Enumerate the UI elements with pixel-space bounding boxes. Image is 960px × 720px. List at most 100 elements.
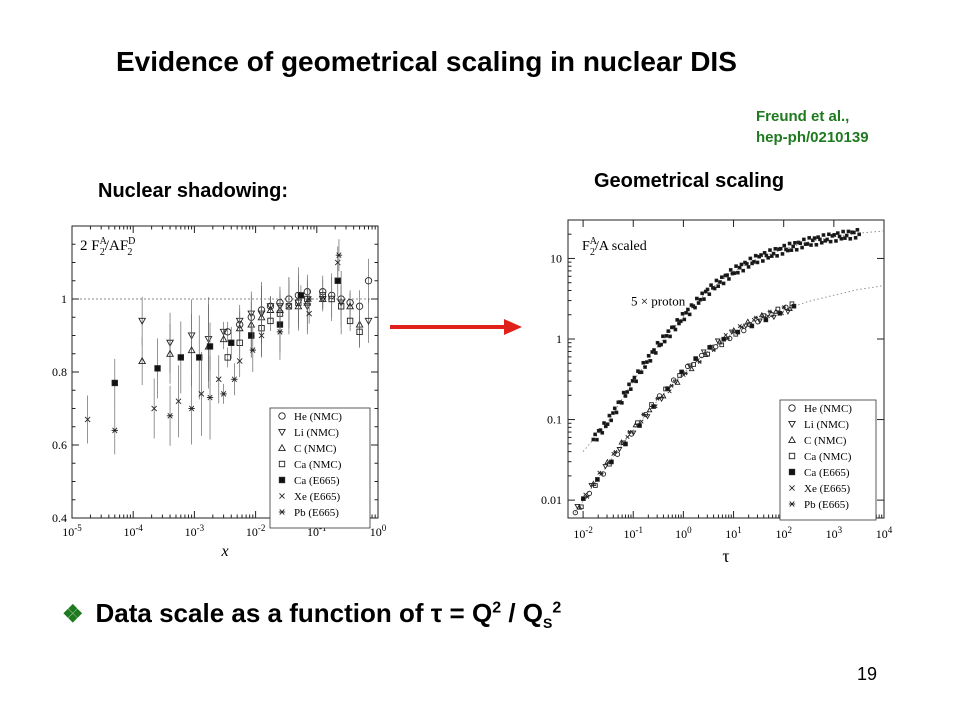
nuclear-data-point <box>639 419 644 424</box>
bullet-subscript: S <box>543 615 553 632</box>
x-tick-label: 102 <box>775 525 792 541</box>
nuclear-data-point <box>709 344 714 349</box>
nuclear-data-point <box>644 414 651 420</box>
proton-data-point <box>732 271 737 275</box>
legend-marker <box>788 435 796 444</box>
arrow-icon <box>390 319 522 335</box>
proton-data-point <box>771 251 776 256</box>
proton-data-point <box>628 387 633 391</box>
data-point <box>334 259 341 266</box>
x-tick-label: 10-2 <box>246 523 266 539</box>
nuclear-data-point <box>769 311 775 318</box>
proton-data-point <box>857 232 861 237</box>
data-point <box>346 302 355 310</box>
proton-data-point <box>800 245 804 250</box>
nuclear-data-point <box>646 406 653 413</box>
x-tick-label: 10-3 <box>185 523 205 539</box>
page-number: 19 <box>857 664 878 684</box>
data-point <box>166 412 174 419</box>
proton-data-point <box>659 342 663 347</box>
proton-data-point <box>696 301 701 305</box>
legend-label: Xe (E665) <box>294 491 340 503</box>
proton-data-point <box>734 264 738 268</box>
proton-data-point <box>752 260 756 264</box>
data-point <box>305 296 313 302</box>
proton-data-point <box>620 401 624 405</box>
data-point <box>228 339 235 346</box>
legend-label: C (NMC) <box>294 443 337 455</box>
proton-data-point <box>737 265 742 270</box>
proton-data-point <box>678 319 683 324</box>
y-tick-label: 1 <box>556 332 562 346</box>
proton-data-point <box>789 248 794 252</box>
data-point <box>138 356 147 365</box>
nuclear-data-point <box>756 318 763 324</box>
proton-data-point <box>819 240 824 245</box>
proton-data-point <box>718 280 722 284</box>
proton-data-point <box>611 411 615 415</box>
nuclear-data-point <box>667 389 672 394</box>
proton-data-point <box>741 268 746 273</box>
data-point <box>319 292 326 299</box>
proton-data-point <box>680 311 685 316</box>
nuclear-data-point <box>693 356 698 361</box>
legend-marker <box>278 443 286 452</box>
proton-data-point <box>780 252 785 256</box>
proton-data-point <box>602 421 606 425</box>
proton-data-point <box>807 236 812 240</box>
y-axis-label: 2 FA 2/AFD 2 <box>80 236 135 258</box>
proton-data-point <box>714 278 719 283</box>
proton-data-point <box>661 334 665 339</box>
reference-arxiv-id: hep-ph/0210139 <box>756 129 869 146</box>
y-tick-label: 0.1 <box>547 413 562 427</box>
nuclear-data-point <box>595 477 600 482</box>
proton-data-point <box>664 334 669 338</box>
data-point <box>154 365 161 372</box>
proton-data-point <box>855 228 860 232</box>
bullet-text: Data scale as a function of τ = Q <box>95 598 493 628</box>
data-point <box>334 277 341 284</box>
y-tick-label: 0.01 <box>541 493 562 507</box>
nuclear-data-point <box>779 311 784 316</box>
nuclear-data-point <box>719 342 725 348</box>
legend-label: Ca (E665) <box>294 475 340 487</box>
proton-data-point <box>805 242 810 246</box>
proton-data-point <box>652 348 656 352</box>
proton-data-point <box>739 262 744 267</box>
proton-data-point <box>712 286 717 291</box>
proton-data-point <box>668 334 672 339</box>
proton-data-point <box>653 351 658 355</box>
proton-data-point <box>625 390 630 394</box>
legend-marker <box>279 493 285 499</box>
proton-data-point <box>753 253 758 258</box>
proton-data-point <box>686 307 690 312</box>
x-tick-label: 104 <box>876 525 893 541</box>
proton-data-point <box>725 273 729 277</box>
bullet-text-mid: / Q <box>501 598 543 628</box>
legend-label: He (NMC) <box>804 403 852 415</box>
proton-data-point <box>775 254 779 258</box>
proton-data-point <box>639 370 644 375</box>
proton-data-point <box>707 292 712 296</box>
legend-marker <box>788 404 796 412</box>
data-point <box>356 328 363 336</box>
nuclear-data-point <box>770 314 777 321</box>
data-point <box>337 303 345 310</box>
y-tick-label: 10 <box>550 251 562 265</box>
legend-box <box>779 399 877 521</box>
legend-label: Pb (E665) <box>804 499 849 511</box>
legend-label: Ca (E665) <box>804 467 850 479</box>
proton-data-point <box>645 360 649 364</box>
proton-data-point <box>746 265 751 269</box>
data-point <box>111 427 118 434</box>
nuclear-data-point <box>723 332 728 338</box>
nuclear-data-point <box>609 459 614 465</box>
data-point <box>177 354 184 361</box>
proton-data-point <box>716 284 721 288</box>
legend-marker <box>788 468 796 476</box>
proton-data-point <box>844 233 849 238</box>
proton-annotation: 5 × proton <box>631 294 686 309</box>
nuclear-data-point <box>741 327 747 334</box>
bullet-statement: ❖ Data scale as a function of τ = Q2 / QS… <box>62 598 561 631</box>
proton-data-point <box>809 243 813 247</box>
